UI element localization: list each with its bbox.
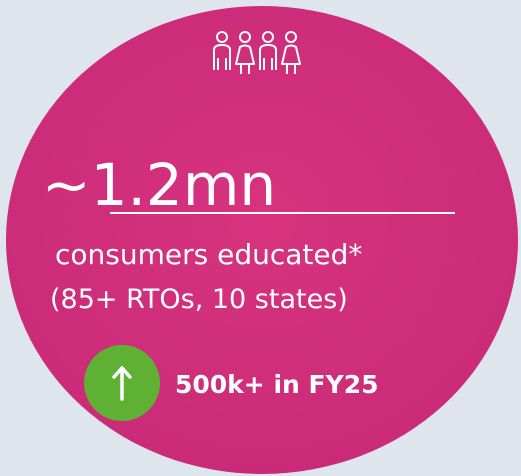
headline: ~1.2mn: [42, 151, 276, 219]
badge-text: 500k+ in FY25: [175, 370, 379, 399]
people-icon: [213, 31, 301, 74]
description: consumers educated*: [55, 238, 362, 271]
up-arrow: [112, 366, 132, 401]
detail: (85+ RTOs, 10 states): [50, 284, 348, 315]
